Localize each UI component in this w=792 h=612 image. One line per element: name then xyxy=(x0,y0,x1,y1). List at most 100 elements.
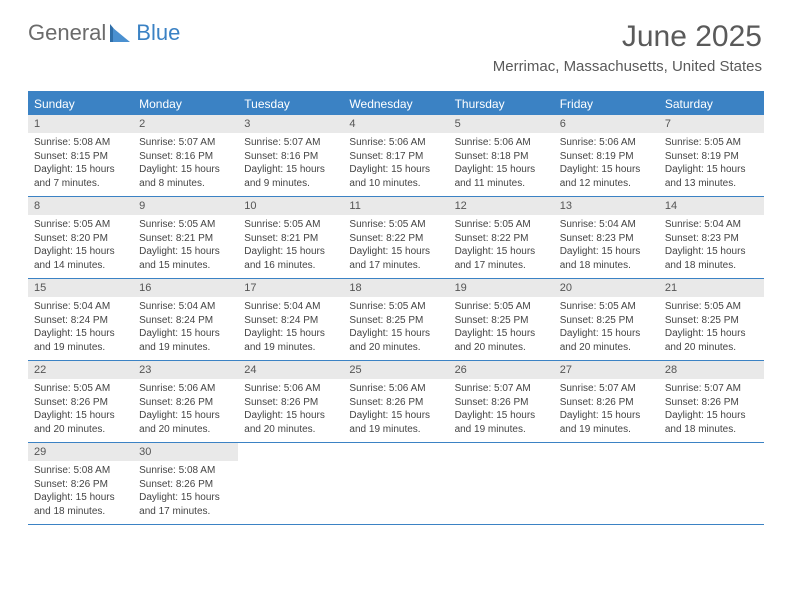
calendar-day: 10Sunrise: 5:05 AMSunset: 8:21 PMDayligh… xyxy=(238,197,343,278)
page-title: June 2025 xyxy=(493,20,762,54)
sunrise-text: Sunrise: 5:08 AM xyxy=(139,464,232,478)
daylight-text: Daylight: 15 hours and 20 minutes. xyxy=(455,327,548,354)
day-body: Sunrise: 5:05 AMSunset: 8:25 PMDaylight:… xyxy=(554,297,659,354)
day-number: 15 xyxy=(28,279,133,297)
day-body: Sunrise: 5:04 AMSunset: 8:24 PMDaylight:… xyxy=(28,297,133,354)
calendar-day: 18Sunrise: 5:05 AMSunset: 8:25 PMDayligh… xyxy=(343,279,448,360)
sunrise-text: Sunrise: 5:04 AM xyxy=(139,300,232,314)
sunrise-text: Sunrise: 5:04 AM xyxy=(34,300,127,314)
day-body: Sunrise: 5:05 AMSunset: 8:20 PMDaylight:… xyxy=(28,215,133,272)
sunset-text: Sunset: 8:22 PM xyxy=(349,232,442,246)
daylight-text: Daylight: 15 hours and 17 minutes. xyxy=(455,245,548,272)
dow-friday: Friday xyxy=(554,93,659,115)
dow-tuesday: Tuesday xyxy=(238,93,343,115)
daylight-text: Daylight: 15 hours and 19 minutes. xyxy=(139,327,232,354)
daylight-text: Daylight: 15 hours and 8 minutes. xyxy=(139,163,232,190)
sunrise-text: Sunrise: 5:07 AM xyxy=(665,382,758,396)
day-number: 22 xyxy=(28,361,133,379)
sunrise-text: Sunrise: 5:05 AM xyxy=(665,300,758,314)
calendar-day: 21Sunrise: 5:05 AMSunset: 8:25 PMDayligh… xyxy=(659,279,764,360)
day-body: Sunrise: 5:07 AMSunset: 8:16 PMDaylight:… xyxy=(133,133,238,190)
day-number: 16 xyxy=(133,279,238,297)
sunrise-text: Sunrise: 5:07 AM xyxy=(139,136,232,150)
day-number: 18 xyxy=(343,279,448,297)
calendar-day: . xyxy=(343,443,448,524)
day-number: 28 xyxy=(659,361,764,379)
dow-row: Sunday Monday Tuesday Wednesday Thursday… xyxy=(28,93,764,115)
day-number: 3 xyxy=(238,115,343,133)
logo: General Blue xyxy=(28,20,180,46)
daylight-text: Daylight: 15 hours and 18 minutes. xyxy=(560,245,653,272)
daylight-text: Daylight: 15 hours and 19 minutes. xyxy=(349,409,442,436)
sunset-text: Sunset: 8:22 PM xyxy=(455,232,548,246)
sunrise-text: Sunrise: 5:07 AM xyxy=(244,136,337,150)
calendar-day: 1Sunrise: 5:08 AMSunset: 8:15 PMDaylight… xyxy=(28,115,133,196)
daylight-text: Daylight: 15 hours and 19 minutes. xyxy=(455,409,548,436)
sunset-text: Sunset: 8:21 PM xyxy=(139,232,232,246)
sunset-text: Sunset: 8:18 PM xyxy=(455,150,548,164)
calendar-day: 19Sunrise: 5:05 AMSunset: 8:25 PMDayligh… xyxy=(449,279,554,360)
day-number: 30 xyxy=(133,443,238,461)
day-body: Sunrise: 5:05 AMSunset: 8:25 PMDaylight:… xyxy=(343,297,448,354)
sunset-text: Sunset: 8:24 PM xyxy=(139,314,232,328)
dow-saturday: Saturday xyxy=(659,93,764,115)
day-body: Sunrise: 5:07 AMSunset: 8:16 PMDaylight:… xyxy=(238,133,343,190)
dow-thursday: Thursday xyxy=(449,93,554,115)
calendar-day: 3Sunrise: 5:07 AMSunset: 8:16 PMDaylight… xyxy=(238,115,343,196)
day-number: 8 xyxy=(28,197,133,215)
dow-wednesday: Wednesday xyxy=(343,93,448,115)
sunrise-text: Sunrise: 5:05 AM xyxy=(244,218,337,232)
sunset-text: Sunset: 8:19 PM xyxy=(665,150,758,164)
sunrise-text: Sunrise: 5:05 AM xyxy=(665,136,758,150)
day-number: 10 xyxy=(238,197,343,215)
day-number: 6 xyxy=(554,115,659,133)
sunset-text: Sunset: 8:19 PM xyxy=(560,150,653,164)
day-body: Sunrise: 5:07 AMSunset: 8:26 PMDaylight:… xyxy=(554,379,659,436)
sunrise-text: Sunrise: 5:05 AM xyxy=(455,218,548,232)
sunset-text: Sunset: 8:25 PM xyxy=(455,314,548,328)
sunrise-text: Sunrise: 5:04 AM xyxy=(665,218,758,232)
daylight-text: Daylight: 15 hours and 7 minutes. xyxy=(34,163,127,190)
day-number: 26 xyxy=(449,361,554,379)
sunrise-text: Sunrise: 5:06 AM xyxy=(349,136,442,150)
sunset-text: Sunset: 8:26 PM xyxy=(139,478,232,492)
day-body: Sunrise: 5:06 AMSunset: 8:26 PMDaylight:… xyxy=(133,379,238,436)
day-body: Sunrise: 5:06 AMSunset: 8:17 PMDaylight:… xyxy=(343,133,448,190)
day-number: 27 xyxy=(554,361,659,379)
calendar-day: 20Sunrise: 5:05 AMSunset: 8:25 PMDayligh… xyxy=(554,279,659,360)
sunset-text: Sunset: 8:26 PM xyxy=(349,396,442,410)
day-body: Sunrise: 5:06 AMSunset: 8:26 PMDaylight:… xyxy=(238,379,343,436)
daylight-text: Daylight: 15 hours and 19 minutes. xyxy=(560,409,653,436)
day-body: Sunrise: 5:05 AMSunset: 8:22 PMDaylight:… xyxy=(343,215,448,272)
calendar-day: 4Sunrise: 5:06 AMSunset: 8:17 PMDaylight… xyxy=(343,115,448,196)
sunset-text: Sunset: 8:26 PM xyxy=(244,396,337,410)
day-body: Sunrise: 5:04 AMSunset: 8:23 PMDaylight:… xyxy=(554,215,659,272)
calendar-day: 7 Sunrise: 5:05 AMSunset: 8:19 PMDaylight… xyxy=(659,115,764,196)
sunrise-text: Sunrise: 5:08 AM xyxy=(34,136,127,150)
day-number: 5 xyxy=(449,115,554,133)
sunset-text: Sunset: 8:26 PM xyxy=(665,396,758,410)
sunset-text: Sunset: 8:23 PM xyxy=(665,232,758,246)
calendar-day: . xyxy=(554,443,659,524)
calendar-day: 14Sunrise: 5:04 AMSunset: 8:23 PMDayligh… xyxy=(659,197,764,278)
daylight-text: Daylight: 15 hours and 13 minutes. xyxy=(665,163,758,190)
sunset-text: Sunset: 8:23 PM xyxy=(560,232,653,246)
day-body: Sunrise: 5:07 AMSunset: 8:26 PMDaylight:… xyxy=(659,379,764,436)
sunset-text: Sunset: 8:26 PM xyxy=(139,396,232,410)
weeks-container: 1Sunrise: 5:08 AMSunset: 8:15 PMDaylight… xyxy=(28,115,764,525)
sunrise-text: Sunrise: 5:05 AM xyxy=(34,382,127,396)
sunset-text: Sunset: 8:26 PM xyxy=(560,396,653,410)
calendar-day: . xyxy=(238,443,343,524)
day-body: Sunrise: 5:08 AMSunset: 8:15 PMDaylight:… xyxy=(28,133,133,190)
sunrise-text: Sunrise: 5:04 AM xyxy=(560,218,653,232)
sunset-text: Sunset: 8:24 PM xyxy=(34,314,127,328)
calendar-day: . xyxy=(659,443,764,524)
daylight-text: Daylight: 15 hours and 18 minutes. xyxy=(665,409,758,436)
day-number: 7 xyxy=(659,115,764,133)
sunrise-text: Sunrise: 5:05 AM xyxy=(349,300,442,314)
calendar-day: 17Sunrise: 5:04 AMSunset: 8:24 PMDayligh… xyxy=(238,279,343,360)
sunrise-text: Sunrise: 5:06 AM xyxy=(560,136,653,150)
day-number: 25 xyxy=(343,361,448,379)
sunset-text: Sunset: 8:17 PM xyxy=(349,150,442,164)
calendar-day: 29Sunrise: 5:08 AMSunset: 8:26 PMDayligh… xyxy=(28,443,133,524)
